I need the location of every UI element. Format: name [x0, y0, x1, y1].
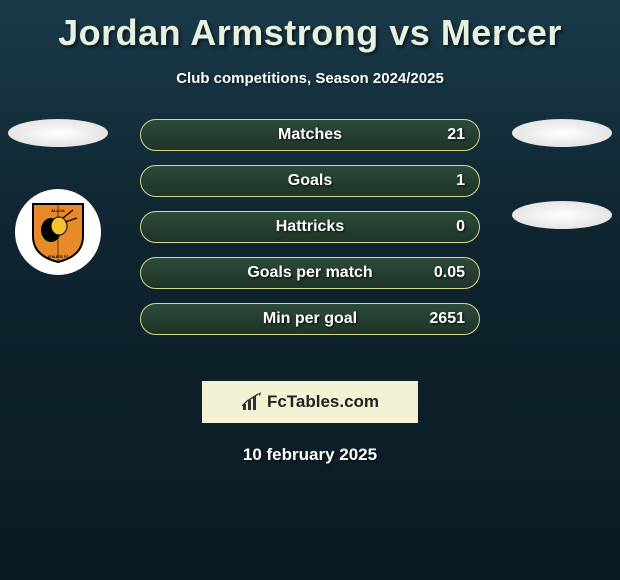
stat-value: 0 — [456, 218, 465, 236]
brand-text: FcTables.com — [267, 392, 379, 412]
stat-label: Goals — [288, 172, 332, 190]
chart-icon — [241, 392, 263, 412]
page-title: Jordan Armstrong vs Mercer — [0, 0, 620, 54]
stat-value: 21 — [447, 126, 465, 144]
stat-value: 1 — [456, 172, 465, 190]
stat-label: Hattricks — [276, 218, 344, 236]
stat-value: 2651 — [429, 310, 465, 328]
club-logo-left: ALLOA ATHLETIC FC — [15, 189, 101, 275]
stats-list: Matches 21 Goals 1 Hattricks 0 Goals per… — [140, 119, 480, 335]
stat-row-min-per-goal: Min per goal 2651 — [140, 303, 480, 335]
right-player-column — [512, 119, 612, 229]
footer-date: 10 february 2025 — [0, 445, 620, 465]
page-subtitle: Club competitions, Season 2024/2025 — [0, 70, 620, 87]
stat-row-hattricks: Hattricks 0 — [140, 211, 480, 243]
comparison-area: ALLOA ATHLETIC FC Matches 21 Goals 1 Hat… — [0, 119, 620, 359]
shield-icon: ALLOA ATHLETIC FC — [29, 200, 87, 264]
player-placeholder-icon — [8, 119, 108, 147]
stat-row-goals: Goals 1 — [140, 165, 480, 197]
stat-label: Goals per match — [247, 264, 372, 282]
stat-value: 0.05 — [434, 264, 465, 282]
svg-text:ALLOA: ALLOA — [51, 208, 65, 213]
stat-label: Matches — [278, 126, 342, 144]
brand-badge[interactable]: FcTables.com — [202, 381, 418, 423]
stat-row-goals-per-match: Goals per match 0.05 — [140, 257, 480, 289]
club-placeholder-icon — [512, 201, 612, 229]
stat-row-matches: Matches 21 — [140, 119, 480, 151]
left-player-column: ALLOA ATHLETIC FC — [8, 119, 108, 275]
player-placeholder-icon — [512, 119, 612, 147]
stat-label: Min per goal — [263, 310, 357, 328]
svg-text:ATHLETIC FC: ATHLETIC FC — [48, 255, 69, 259]
